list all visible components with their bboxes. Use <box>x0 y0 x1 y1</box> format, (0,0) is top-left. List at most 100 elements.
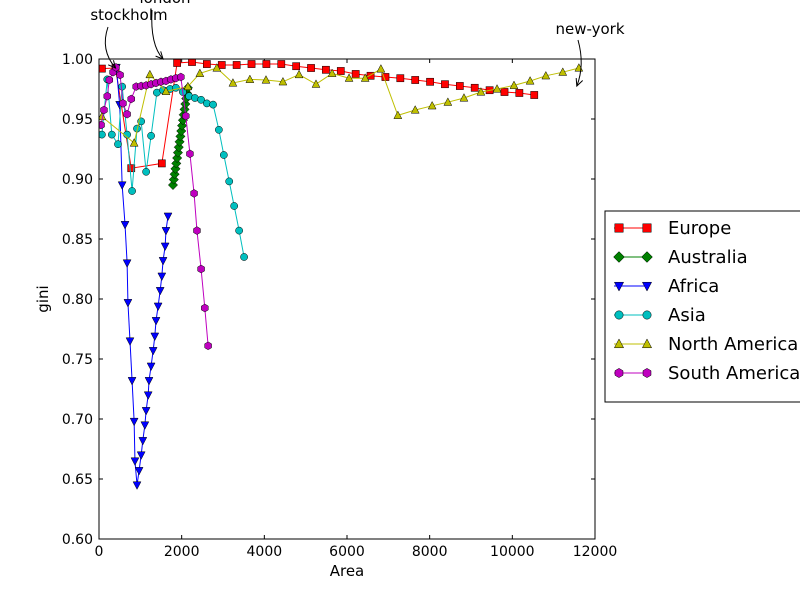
data-point <box>247 60 256 68</box>
data-point <box>174 136 185 147</box>
data-point <box>163 212 173 222</box>
data-point <box>123 299 133 308</box>
data-point <box>509 80 519 89</box>
data-point <box>170 163 181 174</box>
legend-label: Asia <box>668 305 706 326</box>
data-point <box>410 105 420 114</box>
data-point <box>441 80 449 89</box>
data-point <box>153 302 163 312</box>
x-axis-label: Area <box>330 562 365 580</box>
data-point <box>393 110 403 119</box>
data-point <box>160 242 170 252</box>
data-point <box>168 174 179 185</box>
annotation-arrow <box>576 39 582 87</box>
data-point <box>307 64 315 72</box>
data-point <box>127 164 136 173</box>
data-point <box>155 287 165 296</box>
data-point <box>500 88 509 96</box>
data-point <box>215 125 223 134</box>
data-point <box>245 74 255 83</box>
legend-label: North America <box>668 334 798 355</box>
data-point <box>125 337 135 346</box>
plot-area <box>99 59 595 539</box>
data-point <box>132 481 142 490</box>
data-point <box>145 69 155 79</box>
data-point <box>426 77 434 86</box>
data-point <box>117 181 127 190</box>
data-point <box>240 253 248 261</box>
data-point <box>177 120 188 131</box>
x-tick-label: 0 <box>95 544 104 560</box>
data-point <box>311 79 321 88</box>
annotation-text: new-york <box>555 20 624 38</box>
data-point <box>127 377 137 386</box>
data-point <box>228 78 238 87</box>
data-point <box>492 84 502 93</box>
data-point <box>157 159 166 168</box>
data-point <box>99 64 106 73</box>
data-point <box>351 70 360 78</box>
x-tick-label: 6000 <box>329 544 365 560</box>
data-point <box>141 407 151 416</box>
data-point <box>366 71 375 80</box>
x-tick-label: 8000 <box>412 544 448 560</box>
annotation-arrow <box>151 9 164 60</box>
data-point <box>161 86 171 95</box>
legend-marker <box>641 251 653 263</box>
x-tick-label: 10000 <box>490 544 535 560</box>
data-point <box>114 140 122 149</box>
data-point <box>376 64 386 73</box>
data-point <box>158 257 168 266</box>
annotation-arrowhead <box>575 77 584 88</box>
data-point <box>558 67 568 76</box>
data-point <box>130 457 140 466</box>
data-point <box>99 120 105 130</box>
data-point <box>143 391 153 400</box>
data-point <box>148 347 158 356</box>
data-point <box>177 72 185 82</box>
legend-marker <box>614 223 624 233</box>
data-point <box>459 93 469 102</box>
y-axis-label: gini <box>34 285 52 312</box>
data-point <box>470 83 479 92</box>
data-point <box>193 226 201 235</box>
data-point <box>230 202 239 210</box>
data-point <box>183 81 193 91</box>
data-point <box>261 75 271 84</box>
data-point <box>515 89 524 97</box>
data-point <box>344 73 354 82</box>
legend-marker <box>641 338 653 349</box>
data-point <box>411 76 420 84</box>
data-point <box>122 259 132 268</box>
data-point <box>530 91 539 99</box>
data-point <box>169 169 180 180</box>
data-point <box>157 272 167 282</box>
data-point <box>173 142 184 153</box>
legend-marker <box>613 251 625 263</box>
data-point <box>173 59 181 67</box>
data-point <box>167 179 179 191</box>
data-point <box>188 59 196 66</box>
data-point <box>212 63 222 72</box>
data-point <box>123 109 131 119</box>
data-point <box>116 70 124 80</box>
data-point <box>197 264 205 274</box>
data-point <box>186 149 194 159</box>
data-point <box>107 130 116 139</box>
data-point <box>197 95 205 104</box>
data-point <box>327 68 337 77</box>
data-point <box>225 177 234 186</box>
data-point <box>142 167 150 176</box>
data-point <box>203 99 211 108</box>
data-point <box>360 73 370 82</box>
data-point <box>129 417 139 427</box>
annotation-text: stockholm <box>90 6 167 24</box>
data-point <box>232 61 241 69</box>
data-point <box>455 82 464 90</box>
data-point <box>176 125 187 137</box>
data-point <box>175 131 186 142</box>
y-tick-label: 0.95 <box>62 112 93 128</box>
data-point <box>172 147 183 158</box>
data-point <box>219 151 228 159</box>
